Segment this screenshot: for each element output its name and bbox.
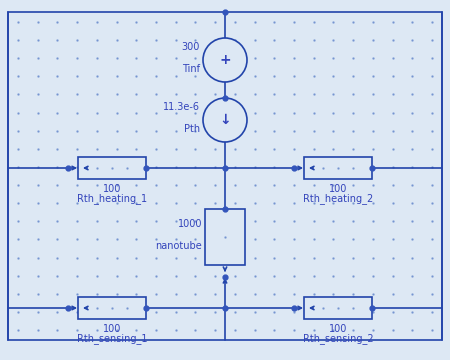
Text: Rth_heating_1: Rth_heating_1 xyxy=(77,193,147,204)
Text: 100: 100 xyxy=(103,324,121,334)
Text: ↓: ↓ xyxy=(219,113,231,127)
Bar xyxy=(304,297,372,319)
Text: 100: 100 xyxy=(103,184,121,194)
Text: Pth: Pth xyxy=(184,124,200,134)
Text: 1000: 1000 xyxy=(177,219,202,229)
Text: 100: 100 xyxy=(329,184,347,194)
Circle shape xyxy=(203,98,247,142)
Text: Rth_sensing_1: Rth_sensing_1 xyxy=(77,333,147,344)
Bar xyxy=(78,157,146,179)
Bar xyxy=(304,157,372,179)
Circle shape xyxy=(203,38,247,82)
Text: 11.3e-6: 11.3e-6 xyxy=(163,102,200,112)
Bar xyxy=(205,209,245,265)
Text: +: + xyxy=(219,53,231,67)
Text: Rth_sensing_2: Rth_sensing_2 xyxy=(303,333,374,344)
Text: Rth_heating_2: Rth_heating_2 xyxy=(303,193,373,204)
Bar xyxy=(78,297,146,319)
Text: nanotube: nanotube xyxy=(155,241,202,251)
Text: Tinf: Tinf xyxy=(182,64,200,74)
Text: 100: 100 xyxy=(329,324,347,334)
Text: 300: 300 xyxy=(182,42,200,52)
